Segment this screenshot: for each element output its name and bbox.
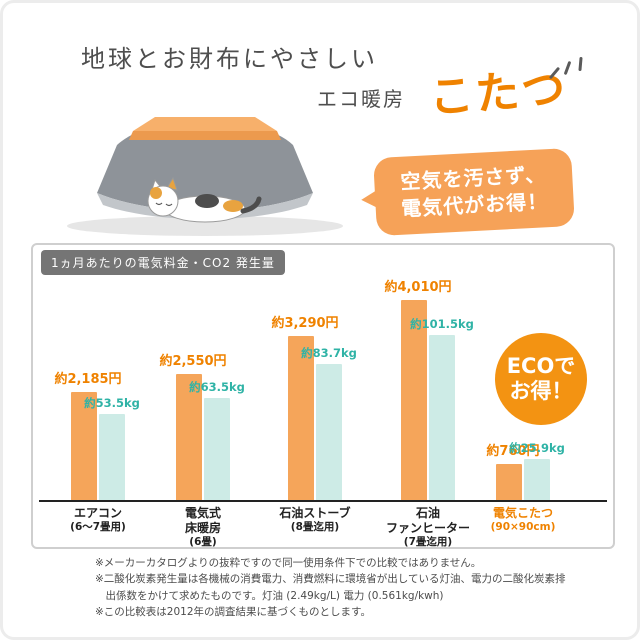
co2-value-label: 約53.5kg <box>84 396 140 410</box>
co2-value-label: 約101.5kg <box>410 317 474 331</box>
cost-value-label: 約2,185円 <box>54 372 122 387</box>
cost-bar <box>496 464 522 502</box>
chart-panel: 1ヵ月あたりの電気料金・CO2 発生量 約2,185円約53.5kg 約2,550… <box>31 243 615 549</box>
speech-bubble: 空気を汚さず、 電気代がお得！ <box>373 147 575 237</box>
category-label: 電気式 床暖房 (6畳) <box>184 506 221 548</box>
cost-value-label: 約760円 <box>486 444 540 459</box>
chart-category-labels: エアコン (6〜7畳用) 電気式 床暖房 (6畳) 石油ストーブ (8畳迄用) 石油 ファンヒー… <box>33 506 613 550</box>
chart-plot-area: 約2,185円約53.5kg 約2,550円約63.5kg 約3,290円約83.7… <box>33 245 613 502</box>
cost-value-label: 約4,010円 <box>384 280 452 295</box>
category-label: 電気こたつ (90×90cm) <box>490 506 556 533</box>
cost-bar <box>71 392 97 502</box>
kotatsu-illustration <box>55 93 355 243</box>
subtitle-prefix: エコ暖房 <box>317 87 405 111</box>
co2-bar <box>429 335 455 502</box>
eco-badge-line-1: ECOで <box>506 353 576 378</box>
chart-title-tag: 1ヵ月あたりの電気料金・CO2 発生量 <box>41 250 285 275</box>
cost-bar <box>288 336 314 502</box>
co2-value-label: 約83.7kg <box>301 346 357 360</box>
co2-value-label: 約63.5kg <box>189 380 245 394</box>
category-label: 石油 ファンヒーター (7畳迄用) <box>385 506 470 548</box>
footnote: ※この比較表は2012年の調査結果に基づくものとします。 <box>95 605 371 618</box>
page-title: 地球とお財布にやさしい <box>81 45 378 73</box>
category-label: 石油ストーブ (8畳迄用) <box>279 506 351 533</box>
co2-bar <box>204 398 230 502</box>
category-label: エアコン (6〜7畳用) <box>70 506 126 533</box>
footnote: ※メーカーカタログよりの抜粋ですので同一使用条件下での比較ではありません。 <box>95 557 482 569</box>
footnote: ※二酸化炭素発生量は各機械の消費電力、消費燃料に環境省が出している灯油、電力の二… <box>95 573 566 602</box>
footnotes: ※メーカーカタログよりの抜粋ですので同一使用条件下での比較ではありません。 ※二酸… <box>95 555 569 620</box>
eco-badge: ECOで お得！ <box>495 333 587 425</box>
subtitle-kotatsu: こたつ <box>427 63 569 124</box>
co2-bar <box>524 459 550 502</box>
cost-bar <box>401 300 427 502</box>
cost-value-label: 約2,550円 <box>159 354 227 369</box>
cost-bar <box>176 374 202 502</box>
cost-value-label: 約3,290円 <box>271 316 339 331</box>
kotatsu-cat-icon <box>67 117 343 236</box>
chart-baseline <box>39 500 607 502</box>
eco-badge-line-2: お得！ <box>509 379 573 403</box>
co2-bar <box>99 414 125 502</box>
emphasis-lines-icon <box>548 56 591 83</box>
co2-value-label: 約25.9kg <box>509 441 565 455</box>
co2-bar <box>316 364 342 502</box>
